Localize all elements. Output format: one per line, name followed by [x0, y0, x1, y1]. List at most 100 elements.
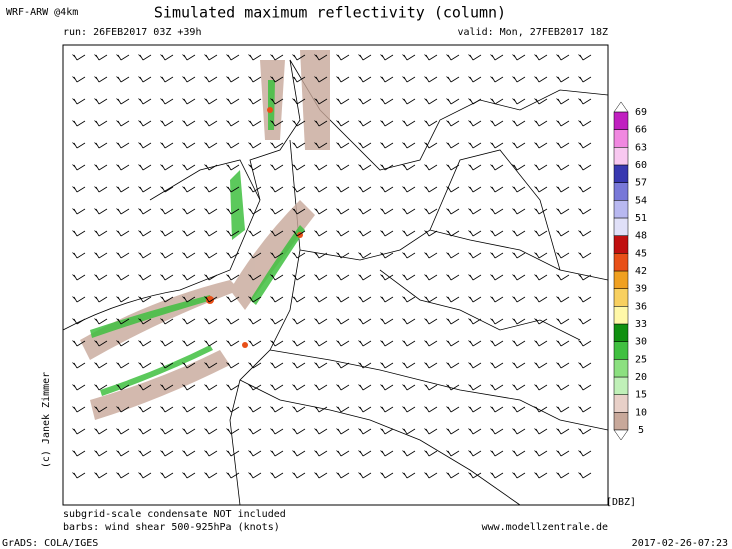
wind-barb — [512, 428, 526, 435]
wind-barb — [270, 384, 284, 391]
colorbar-label: 20 — [635, 372, 647, 383]
wind-barb — [248, 252, 262, 259]
wind-barb — [182, 120, 196, 127]
wind-barb — [358, 54, 372, 61]
wind-barb — [578, 98, 592, 105]
wind-barb — [578, 450, 592, 457]
wind-barb — [116, 98, 130, 105]
wind-barb — [314, 164, 328, 171]
colorbar-box — [613, 217, 629, 236]
wind-barb — [248, 318, 262, 325]
colorbar-box — [613, 359, 629, 378]
wind-barb — [358, 296, 372, 303]
wind-barb — [556, 208, 570, 215]
wind-barb — [534, 230, 548, 237]
wind-barb — [116, 362, 130, 369]
wind-barb — [160, 296, 174, 303]
wind-barb — [402, 450, 416, 457]
wind-barb — [248, 274, 262, 281]
wind-barb — [468, 98, 482, 105]
wind-barb — [226, 318, 240, 325]
wind-barb — [358, 450, 372, 457]
wind-barb — [226, 186, 240, 193]
wind-barb — [292, 450, 306, 457]
wind-barb — [358, 76, 372, 83]
wind-barb — [512, 296, 526, 303]
wind-barb — [512, 164, 526, 171]
wind-barb — [402, 230, 416, 237]
wind-barb — [94, 428, 108, 435]
wind-barb — [314, 274, 328, 281]
wind-barb — [314, 384, 328, 391]
wind-barb — [270, 274, 284, 281]
wind-barb — [512, 406, 526, 413]
wind-barb — [292, 318, 306, 325]
wind-barb — [578, 164, 592, 171]
wind-barb — [270, 318, 284, 325]
wind-barb — [336, 98, 350, 105]
wind-barb — [116, 340, 130, 347]
wind-barb — [72, 406, 86, 413]
wind-barb — [94, 186, 108, 193]
wind-barb — [204, 384, 218, 391]
wind-barb — [336, 428, 350, 435]
wind-barb — [446, 54, 460, 61]
wind-barb — [336, 76, 350, 83]
wind-barb — [336, 164, 350, 171]
wind-barb — [138, 384, 152, 391]
wind-barb — [72, 318, 86, 325]
wind-barb — [556, 406, 570, 413]
wind-barb — [534, 164, 548, 171]
wind-barb — [358, 318, 372, 325]
wind-barb — [292, 230, 306, 237]
wind-barb — [72, 208, 86, 215]
wind-barb — [446, 164, 460, 171]
wind-barb — [116, 252, 130, 259]
wind-barb — [292, 428, 306, 435]
wind-barb — [248, 472, 262, 479]
wind-barb — [204, 186, 218, 193]
wind-barb — [270, 76, 284, 83]
wind-barb — [248, 186, 262, 193]
wind-barb — [512, 450, 526, 457]
wind-barb — [424, 186, 438, 193]
wind-barb — [578, 208, 592, 215]
wind-barb — [292, 120, 306, 127]
wind-barb — [314, 142, 328, 149]
wind-barb — [72, 274, 86, 281]
wind-barb — [292, 76, 306, 83]
colorbar-label: 39 — [635, 284, 647, 295]
wind-barb — [182, 318, 196, 325]
wind-barb — [446, 274, 460, 281]
wind-barb — [578, 142, 592, 149]
wind-barb — [160, 120, 174, 127]
wind-barb — [490, 252, 504, 259]
map — [62, 44, 609, 506]
wind-barb — [292, 164, 306, 171]
wind-barb — [292, 252, 306, 259]
wind-barb — [534, 208, 548, 215]
reflectivity-cores — [90, 80, 305, 396]
wind-barb — [138, 340, 152, 347]
colorbar-end — [613, 429, 629, 441]
wind-barb — [424, 274, 438, 281]
wind-barb — [226, 76, 240, 83]
wind-barb — [380, 450, 394, 457]
wind-barb — [468, 406, 482, 413]
wind-barb — [116, 76, 130, 83]
wind-barb — [534, 54, 548, 61]
colorbar-label: 51 — [635, 213, 647, 224]
wind-barb — [116, 274, 130, 281]
wind-barb — [160, 98, 174, 105]
wind-barb — [578, 340, 592, 347]
wind-barb — [160, 450, 174, 457]
wind-barb — [446, 230, 460, 237]
wind-barb — [380, 296, 394, 303]
wind-barb — [490, 76, 504, 83]
wind-barb — [336, 296, 350, 303]
note: barbs: wind shear 500-925hPa (knots) — [63, 522, 280, 533]
colorbar-box — [613, 288, 629, 307]
wind-barb — [72, 362, 86, 369]
wind-barb — [380, 362, 394, 369]
wind-barb — [512, 186, 526, 193]
